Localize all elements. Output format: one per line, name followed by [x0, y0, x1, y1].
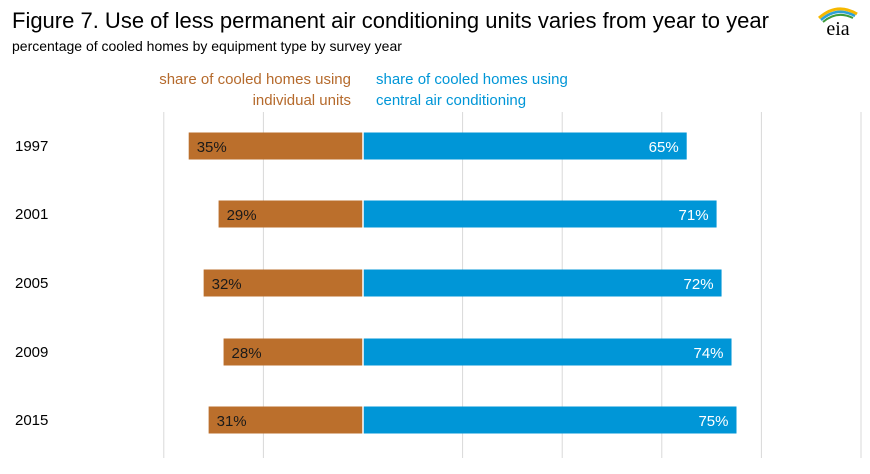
data-label-central: 75% [698, 413, 728, 430]
category-label: 2005 [15, 275, 48, 292]
data-label-individual: 35% [197, 139, 227, 156]
bar-individual [203, 269, 363, 297]
logo-text: eia [826, 18, 849, 38]
data-label-individual: 28% [232, 345, 262, 362]
bar-central [363, 269, 722, 297]
category-label: 1997 [15, 138, 48, 155]
legend-individual: share of cooled homes using individual u… [159, 69, 351, 111]
data-label-central: 74% [693, 345, 723, 362]
chart-subtitle: percentage of cooled homes by equipment … [12, 38, 402, 54]
data-label-individual: 31% [217, 413, 247, 430]
category-label: 2009 [15, 344, 48, 361]
category-label: 2001 [15, 206, 48, 223]
legend-central-line-2: central air conditioning [376, 92, 527, 109]
data-label-individual: 32% [212, 276, 242, 293]
legend-central-line-1: share of cooled homes using [376, 71, 568, 88]
bar-central [363, 200, 717, 228]
data-label-central: 65% [649, 139, 679, 156]
eia-logo: eia [818, 7, 858, 38]
bar-individual [223, 338, 363, 366]
legend-individual-line-2: individual units [252, 92, 351, 109]
category-label: 2015 [15, 412, 48, 429]
data-label-individual: 29% [227, 207, 257, 224]
data-label-central: 72% [684, 276, 714, 293]
chart-title: Figure 7. Use of less permanent air cond… [12, 8, 769, 33]
bar-central [363, 132, 687, 160]
data-label-central: 71% [679, 207, 709, 224]
bar-central [363, 406, 737, 434]
bar-individual [208, 406, 363, 434]
legend-central: share of cooled homes using central air … [376, 69, 568, 111]
bar-central [363, 338, 732, 366]
bar-individual [218, 200, 363, 228]
bar-individual [188, 132, 363, 160]
legend-individual-line-1: share of cooled homes using [159, 71, 351, 88]
